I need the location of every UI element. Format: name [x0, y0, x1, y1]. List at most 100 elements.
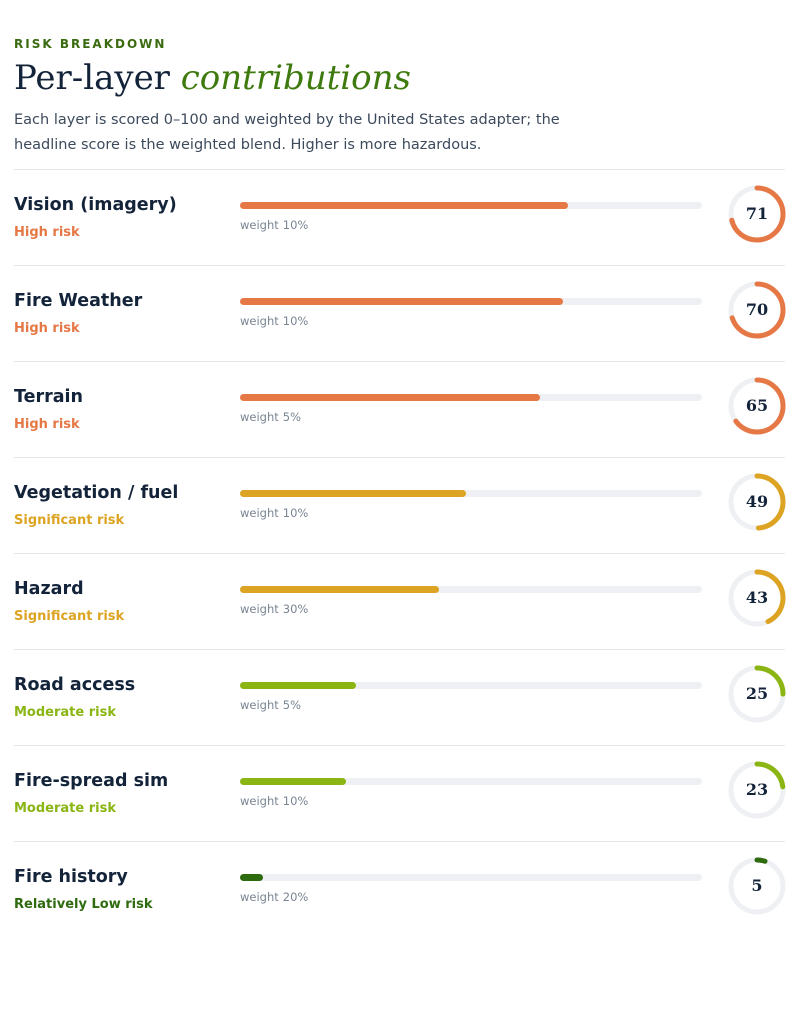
ring-progress [728, 185, 786, 243]
layer-row: Vegetation / fuel Significant risk weigh… [14, 457, 787, 553]
layer-name: Fire-spread sim [14, 771, 169, 791]
score-bar-track [240, 202, 702, 209]
score-ring-graphic [728, 761, 786, 819]
layer-name: Vegetation / fuel [14, 483, 179, 503]
weight-label: weight [240, 218, 279, 232]
weight-value: 10% [282, 794, 309, 808]
score-bar-track [240, 778, 702, 785]
score-value: 70 [745, 300, 769, 319]
risk-level-label: Moderate risk [14, 801, 116, 816]
ring-progress [728, 281, 786, 339]
weight-label: weight [240, 602, 279, 616]
score-value: 43 [745, 588, 769, 607]
score-ring-graphic [728, 857, 786, 915]
layer-name: Vision (imagery) [14, 195, 177, 215]
risk-level-label: High risk [14, 225, 80, 240]
layer-name: Fire Weather [14, 291, 143, 311]
score-bar-track [240, 586, 702, 593]
layer-row: Fire Weather High risk weight 10% 70 [14, 265, 787, 361]
score-ring-graphic [728, 569, 786, 627]
score-bar-fill [240, 298, 564, 305]
score-ring: 25 [727, 664, 787, 724]
score-bar-track [240, 490, 702, 497]
score-ring-graphic [728, 281, 786, 339]
weight-value: 10% [282, 506, 309, 520]
score-value: 71 [745, 204, 769, 223]
ring-progress [728, 761, 786, 819]
layer-row: Hazard Significant risk weight 30% 43 [14, 553, 787, 649]
score-ring-graphic [728, 473, 786, 531]
weight-text: weight 5% [240, 698, 301, 712]
score-bar-track [240, 394, 702, 401]
weight-label: weight [240, 506, 279, 520]
score-ring: 23 [727, 760, 787, 820]
layer-name: Fire history [14, 867, 128, 887]
risk-level-label: Moderate risk [14, 705, 116, 720]
layer-row: Vision (imagery) High risk weight 10% 71 [14, 169, 787, 265]
layer-row: Terrain High risk weight 5% 65 [14, 361, 786, 457]
score-value: 23 [745, 780, 769, 799]
score-bar-track [240, 298, 702, 305]
score-ring-graphic [728, 185, 786, 243]
section-eyebrow: RISK BREAKDOWN [14, 37, 167, 51]
score-bar-track [240, 682, 702, 689]
score-ring: 70 [727, 280, 787, 340]
page-title: Per-layer contributions [14, 58, 411, 98]
score-ring: 5 [727, 856, 787, 916]
weight-text: weight 10% [240, 506, 308, 520]
layer-row: Road access Moderate risk weight 5% 25 [14, 649, 787, 745]
ring-progress [728, 377, 786, 435]
layer-row: Fire history Relatively Low risk weight 2… [14, 841, 787, 937]
score-value: 49 [745, 492, 769, 511]
risk-level-label: Relatively Low risk [14, 897, 153, 912]
score-bar-track [240, 874, 702, 881]
weight-label: weight [240, 410, 279, 424]
ring-progress [728, 569, 786, 627]
weight-text: weight 10% [240, 218, 308, 232]
risk-level-label: Significant risk [14, 513, 125, 528]
weight-label: weight [240, 890, 279, 904]
layer-name: Hazard [14, 579, 84, 599]
weight-value: 20% [282, 890, 309, 904]
score-bar-fill [240, 586, 439, 593]
weight-text: weight 30% [240, 602, 308, 616]
risk-level-label: High risk [14, 417, 80, 432]
section-description: Each layer is scored 0–100 and weighted … [14, 112, 560, 153]
title-accent: contributions [180, 58, 411, 98]
weight-label: weight [240, 698, 279, 712]
ring-progress [728, 473, 786, 531]
score-ring: 43 [727, 568, 787, 628]
score-bar-fill [240, 874, 264, 881]
score-bar-fill [240, 202, 569, 209]
weight-text: weight 10% [240, 314, 308, 328]
score-value: 25 [745, 684, 769, 703]
ring-progress [728, 665, 786, 723]
layer-name: Road access [14, 675, 136, 695]
risk-level-label: Significant risk [14, 609, 125, 624]
score-ring-graphic [728, 377, 786, 435]
score-ring: 49 [727, 472, 787, 532]
score-bar-fill [240, 490, 467, 497]
layer-row: Fire-spread sim Moderate risk weight 10% … [14, 745, 787, 841]
title-plain: Per-layer [14, 58, 170, 98]
score-ring-graphic [728, 665, 786, 723]
score-value: 65 [745, 396, 769, 415]
weight-text: weight 20% [240, 890, 308, 904]
score-bar-fill [240, 778, 347, 785]
weight-value: 5% [282, 698, 302, 712]
score-bar-fill [240, 394, 541, 401]
ring-progress [728, 857, 786, 915]
score-bar-fill [240, 682, 356, 689]
weight-text: weight 5% [240, 410, 301, 424]
risk-level-label: High risk [14, 321, 80, 336]
weight-label: weight [240, 314, 279, 328]
weight-value: 10% [282, 314, 309, 328]
weight-label: weight [240, 794, 279, 808]
weight-text: weight 10% [240, 794, 308, 808]
score-value: 5 [751, 876, 763, 895]
layer-name: Terrain [14, 387, 84, 407]
weight-value: 10% [282, 218, 309, 232]
score-ring: 71 [727, 184, 787, 244]
weight-value: 5% [282, 410, 302, 424]
